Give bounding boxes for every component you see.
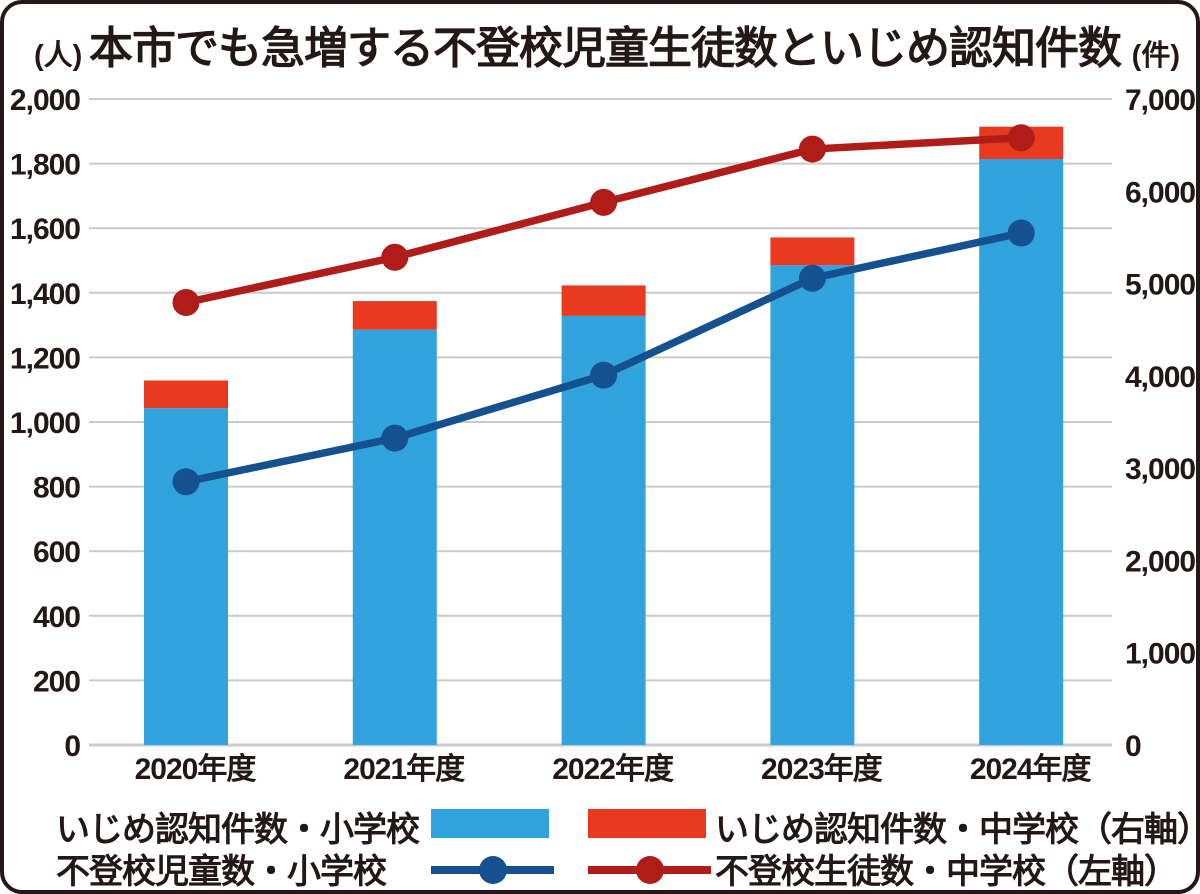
point-elementary-nonattendance	[798, 264, 826, 292]
bar-bullying-juniorhigh	[352, 301, 437, 330]
x-axis-category-label: 2022年度	[552, 753, 674, 786]
bar-bullying-juniorhigh	[144, 380, 228, 409]
left-axis-tick-label: 1,400	[10, 278, 80, 311]
right-axis-tick-label: 3,000	[1125, 453, 1195, 486]
combo-chart: 0 200 400 600 800 1,000 1,200 1,400 1,600 1,800 2,…	[10, 84, 1196, 786]
left-axis-tick-label: 1,200	[10, 342, 80, 375]
right-axis-tick-label: 5,000	[1125, 269, 1195, 302]
bar-bullying-elementary	[770, 265, 855, 745]
legend-swatch-line-junior	[588, 856, 711, 884]
left-axis-unit: (人)	[34, 40, 83, 72]
point-elementary-nonattendance	[590, 361, 618, 389]
legend-swatch-bar-junior	[588, 809, 706, 838]
chart-title: 本市でも急増する不登校児童生徒数といじめ認知件数	[89, 24, 1122, 73]
x-axis-category-label: 2020年度	[135, 753, 257, 786]
left-axis-tick-label: 400	[33, 601, 80, 634]
left-axis-tick-label: 2,000	[10, 84, 80, 117]
bar-bullying-juniorhigh	[770, 237, 855, 266]
point-juniorhigh-nonattendance	[590, 188, 618, 216]
legend-line-dot	[636, 856, 664, 884]
right-axis-unit: (件)	[1131, 40, 1180, 72]
right-axis-tick-label: 0	[1125, 730, 1141, 763]
bar-bullying-elementary	[144, 408, 228, 745]
x-axis-category-label: 2021年度	[343, 753, 465, 786]
x-axis-category-label: 2024年度	[970, 753, 1092, 786]
point-elementary-nonattendance	[172, 468, 200, 496]
right-axis-tick-label: 7,000	[1125, 84, 1195, 117]
left-axis-tick-label: 1,600	[10, 213, 80, 246]
line-juniorhigh-nonattendance	[182, 134, 1025, 307]
right-axis-tick-label: 6,000	[1125, 176, 1195, 209]
point-elementary-nonattendance	[381, 424, 409, 452]
point-juniorhigh-nonattendance	[381, 243, 409, 271]
bar-bullying-juniorhigh	[561, 285, 646, 316]
legend-swatch-bar-elementary	[431, 809, 549, 838]
left-axis-tick-label: 0	[64, 730, 80, 763]
point-juniorhigh-nonattendance	[172, 288, 200, 316]
right-axis-tick-label: 4,000	[1125, 361, 1195, 394]
legend-swatch-line-elementary	[431, 856, 554, 884]
legend-label-bar-elementary: いじめ認知件数・小学校	[56, 811, 420, 849]
right-axis-tick-label: 1,000	[1125, 638, 1195, 671]
left-axis-tick-label: 200	[33, 665, 80, 698]
point-elementary-nonattendance	[1007, 219, 1035, 247]
left-axis-tick-label: 1,800	[10, 149, 80, 182]
bar-bullying-elementary	[979, 158, 1064, 745]
legend-label-line-junior: 不登校生徒数・中学校（左軸）	[715, 853, 1178, 891]
left-axis-tick-label: 600	[33, 536, 80, 569]
point-juniorhigh-nonattendance	[1007, 124, 1035, 152]
left-axis-tick-label: 1,000	[10, 407, 80, 440]
legend-label-line-elementary: 不登校児童数・小学校	[56, 853, 387, 891]
bar-bullying-elementary	[352, 329, 437, 745]
point-juniorhigh-nonattendance	[798, 135, 826, 163]
legend-line-dot	[479, 856, 507, 884]
x-axis-category-label: 2023年度	[761, 753, 883, 786]
right-axis-tick-label: 2,000	[1125, 545, 1195, 578]
legend-label-bar-junior: いじめ認知件数・中学校（右軸）	[715, 811, 1200, 849]
left-axis-tick-label: 800	[33, 472, 80, 505]
